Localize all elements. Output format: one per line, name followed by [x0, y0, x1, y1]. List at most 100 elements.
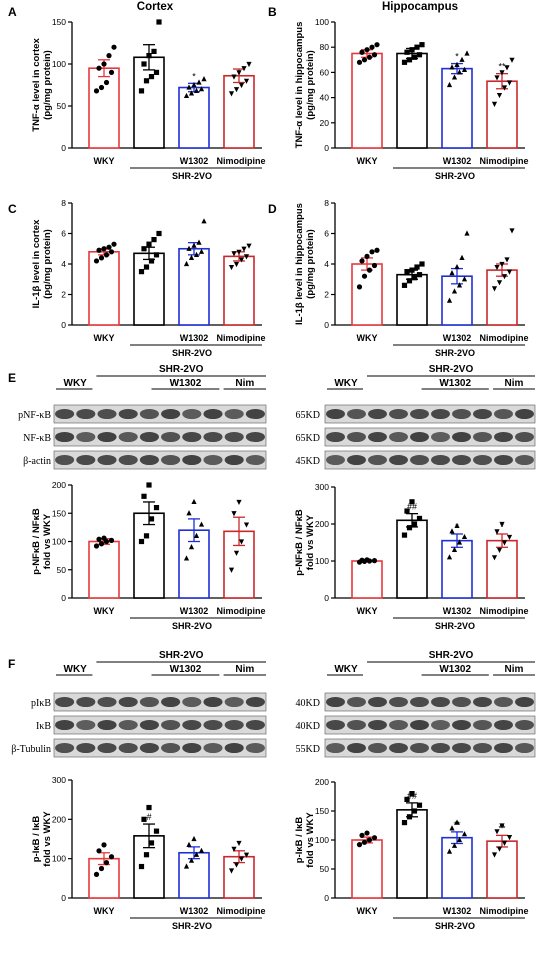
bar-2 — [178, 851, 210, 899]
blot-header-nim: Nim — [235, 664, 254, 675]
blot-row-label: 65KD — [296, 410, 320, 421]
y-tick-label: 100 — [52, 854, 66, 864]
data-point — [106, 53, 112, 59]
data-point — [459, 254, 465, 260]
data-point — [138, 538, 145, 545]
blot-band — [182, 431, 202, 443]
data-point — [366, 54, 373, 60]
y-tick-label: 4 — [324, 259, 329, 269]
y-axis-unit: fold vs WKY — [42, 811, 53, 867]
y-tick-label: 50 — [57, 101, 67, 111]
x-label-wky: WKY — [357, 333, 378, 343]
blot-band — [410, 408, 429, 420]
data-point — [449, 528, 455, 534]
data-point — [374, 42, 380, 48]
data-point — [419, 261, 425, 267]
data-point — [491, 286, 498, 292]
x-label-nimodipine: Nimodipine — [217, 906, 266, 916]
blot-band — [245, 408, 265, 420]
data-point — [419, 42, 425, 48]
data-point — [359, 557, 365, 563]
blot-band — [182, 696, 202, 708]
y-tick-label: 150 — [52, 17, 66, 27]
y-tick-label: 300 — [52, 775, 66, 785]
y-tick-label: 20 — [320, 118, 330, 128]
data-point — [494, 529, 500, 535]
blot-header-wky: WKY — [64, 378, 88, 389]
data-point — [506, 269, 513, 275]
bar-1 — [396, 52, 428, 149]
bar-0 — [88, 67, 120, 149]
blot-band — [76, 696, 96, 708]
blot-band — [139, 431, 159, 443]
data-point — [243, 78, 250, 84]
y-tick-label: 150 — [52, 508, 66, 518]
data-point — [461, 831, 468, 837]
y-axis-unit: (pg/mg protein) — [42, 229, 53, 299]
blot-band — [224, 696, 244, 708]
blot-band — [97, 408, 117, 420]
data-point — [148, 258, 155, 264]
blot-band — [368, 742, 387, 754]
y-tick-label: 100 — [315, 556, 329, 566]
significance-mark: ** — [453, 820, 461, 830]
data-point — [196, 79, 202, 85]
blot-band — [494, 719, 513, 731]
data-point — [449, 270, 455, 276]
blot-band — [55, 696, 75, 708]
data-point — [111, 241, 117, 247]
y-tick-label: 100 — [52, 537, 66, 547]
bar-1 — [133, 252, 165, 326]
data-point — [143, 852, 150, 858]
data-point — [499, 521, 505, 528]
data-point — [141, 816, 147, 822]
group-label: SHR-2VO — [172, 621, 212, 631]
data-point — [193, 851, 200, 857]
panel-letter-F: F — [8, 657, 15, 671]
data-point — [151, 48, 157, 54]
data-point — [496, 280, 503, 286]
data-point — [96, 536, 102, 542]
blot-band — [431, 696, 450, 708]
x-label-wky: WKY — [94, 906, 115, 916]
y-tick-label: 40 — [320, 93, 330, 103]
blot-band — [347, 696, 366, 708]
data-point — [496, 846, 503, 852]
data-point — [156, 230, 162, 237]
data-point — [183, 92, 190, 99]
y-tick-label: 100 — [315, 835, 329, 845]
y-tick-label: 300 — [315, 482, 329, 492]
y-tick-label: 100 — [315, 17, 329, 27]
blot-band — [389, 454, 408, 466]
significance-mark: * — [455, 522, 459, 532]
data-point — [241, 246, 247, 252]
bar-0 — [351, 560, 383, 599]
y-axis-unit: (pg/mg protein) — [305, 229, 316, 299]
data-point — [93, 258, 100, 264]
y-axis-label: p-IκB / IκB — [31, 816, 42, 863]
data-point — [506, 835, 513, 841]
data-point — [151, 237, 157, 243]
data-point — [506, 80, 513, 86]
blot-header-w1302: W1302 — [439, 378, 471, 389]
blot-band — [389, 742, 408, 754]
x-label-w1302: W1302 — [443, 156, 472, 166]
data-point — [243, 254, 250, 260]
blot-header-wky: WKY — [64, 664, 88, 675]
blot-row-label: NF-κB — [23, 433, 51, 444]
data-point — [103, 79, 110, 86]
blot-band — [139, 719, 159, 731]
blot-header-w1302: W1302 — [439, 664, 471, 675]
x-label-nimodipine: Nimodipine — [480, 333, 529, 343]
blot-header-nim: Nim — [505, 664, 524, 675]
data-point — [236, 70, 242, 76]
y-tick-label: 2 — [324, 290, 329, 300]
y-tick-label: 50 — [57, 565, 67, 575]
data-point — [411, 521, 418, 527]
blot-band — [473, 719, 492, 731]
data-point — [198, 248, 205, 254]
blot-band — [118, 431, 138, 443]
bar-1 — [396, 809, 428, 899]
panel-title-B: Hippocampus — [382, 1, 458, 13]
blot-band — [494, 408, 513, 420]
